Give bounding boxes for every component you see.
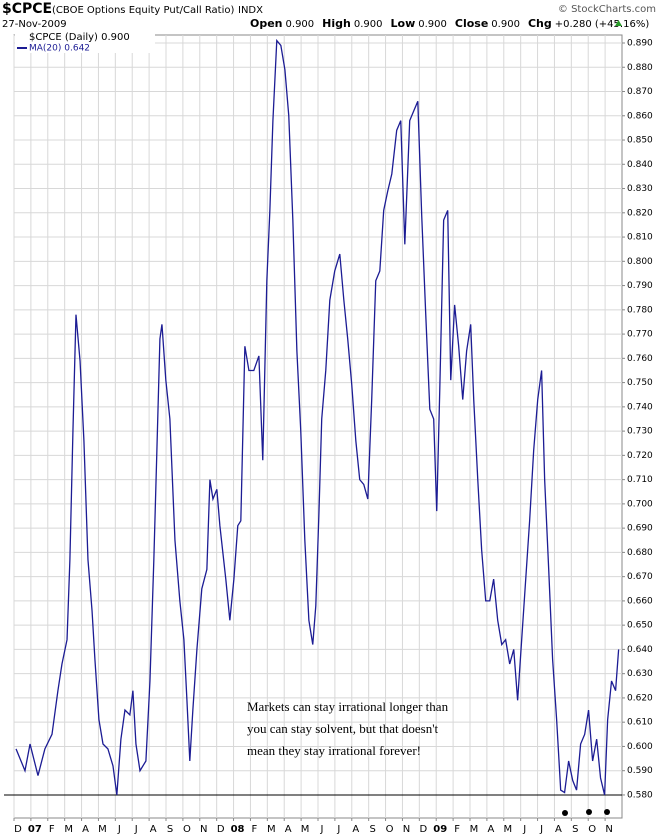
x-tick-label: F [454,824,460,835]
x-tick-label: N [403,824,410,835]
quote-label: High [322,17,351,30]
x-tick-label: M [470,824,479,835]
y-tick-label: 0.850 [627,136,653,146]
symbol: $CPCE [2,1,52,17]
quote: Open 0.900 High 0.900 Low 0.900 Close 0.900 Chg +… [250,17,649,30]
x-tick-label: M [301,824,310,835]
x-tick-label: 09 [433,824,447,835]
y-tick-label: 0.840 [627,160,653,170]
y-tick-label: 0.590 [627,766,653,776]
markers [562,809,610,816]
legend-label: MA(20) 0.642 [29,44,90,54]
grid: 0.580 0.590 0.600 0.610 0.620 0.630 0.640 0.650… [13,35,653,835]
x-tick-label: A [487,824,494,835]
y-tick-label: 0.580 [627,790,653,800]
quote-value: 0.900 [354,19,383,30]
x-tick-label: M [98,824,107,835]
y-tick-label: 0.740 [627,402,653,412]
annotation: Markets can stay irrational longer than [247,699,449,714]
x-tick-label: J [320,824,324,835]
y-tick-label: 0.780 [627,305,653,315]
y-tick-label: 0.790 [627,281,653,291]
y-tick-label: 0.880 [627,63,653,73]
x-tick-label: A [150,824,157,835]
y-tick-label: 0.870 [627,87,653,97]
x-tick-label: S [369,824,375,835]
x-tick-label: O [386,824,394,835]
marker [586,809,592,815]
annotation: you can stay solvent, but that doesn't [247,721,439,736]
y-tick-label: 0.640 [627,645,653,655]
x-tick-label: 08 [231,824,245,835]
x-tick-label: J [117,824,121,835]
x-tick-label: 07 [28,824,42,835]
y-tick-label: 0.770 [627,330,653,340]
source: © StockCharts.com [558,4,656,15]
y-tick-label: 0.660 [627,596,653,606]
date: 27-Nov-2009 [2,19,67,30]
chart-title: (CBOE Options Equity Put/Call Ratio) [52,5,235,16]
x-tick-label: S [572,824,578,835]
y-tick-label: 0.630 [627,669,653,679]
annotation: mean they stay irrational forever! [247,743,421,758]
y-tick-label: 0.700 [627,499,653,509]
x-tick-label: O [183,824,191,835]
y-tick-label: 0.890 [627,39,653,49]
x-tick-label: J [134,824,138,835]
price-label: $CPCE (Daily) 0.900 [29,32,130,43]
x-tick-label: J [336,824,340,835]
y-tick-label: 0.620 [627,693,653,703]
quote-label: Close [455,17,488,30]
x-tick-label: A [285,824,292,835]
x-tick-label: A [82,824,89,835]
quote-value: 0.900 [418,19,447,30]
x-tick-label: J [539,824,543,835]
y-tick-label: 0.670 [627,572,653,582]
y-tick-label: 0.860 [627,111,653,121]
quote-value: 0.900 [491,19,520,30]
y-tick-label: 0.650 [627,621,653,631]
marker [604,809,610,815]
y-tick-label: 0.830 [627,184,653,194]
x-tick-label: M [64,824,73,835]
y-tick-label: 0.750 [627,378,653,388]
x-tick-label: F [252,824,258,835]
x-tick-label: N [200,824,207,835]
quote-label: Low [391,17,416,30]
marker [562,810,568,816]
x-tick-label: A [555,824,562,835]
x-tick-label: D [217,824,225,835]
y-tick-label: 0.710 [627,475,653,485]
y-tick-label: 0.730 [627,427,653,437]
quote-label: Chg [528,17,552,30]
x-tick-label: D [419,824,427,835]
series-line [15,38,620,796]
y-tick-label: 0.690 [627,524,653,534]
x-tick-label: N [605,824,612,835]
x-tick-label: J [522,824,526,835]
quote-value: +0.280 (+45.16%) [555,19,650,30]
y-tick-label: 0.810 [627,233,653,243]
quote-value: 0.900 [286,19,315,30]
x-tick-label: M [267,824,276,835]
x-tick-label: D [14,824,22,835]
legend-bg [15,31,155,53]
exchange: INDX [238,5,263,16]
y-tick-label: 0.760 [627,354,653,364]
y-tick-label: 0.680 [627,548,653,558]
x-tick-label: O [588,824,596,835]
y-tick-label: 0.820 [627,208,653,218]
x-tick-label: S [167,824,173,835]
y-tick-label: 0.800 [627,257,653,267]
x-tick-label: M [503,824,512,835]
quote-label: Open [250,17,283,30]
y-tick-label: 0.720 [627,451,653,461]
y-tick-label: 0.600 [627,742,653,752]
x-tick-label: F [49,824,55,835]
up-arrow [615,20,622,26]
plot [4,38,622,796]
y-tick-label: 0.610 [627,718,653,728]
x-tick-label: A [352,824,359,835]
